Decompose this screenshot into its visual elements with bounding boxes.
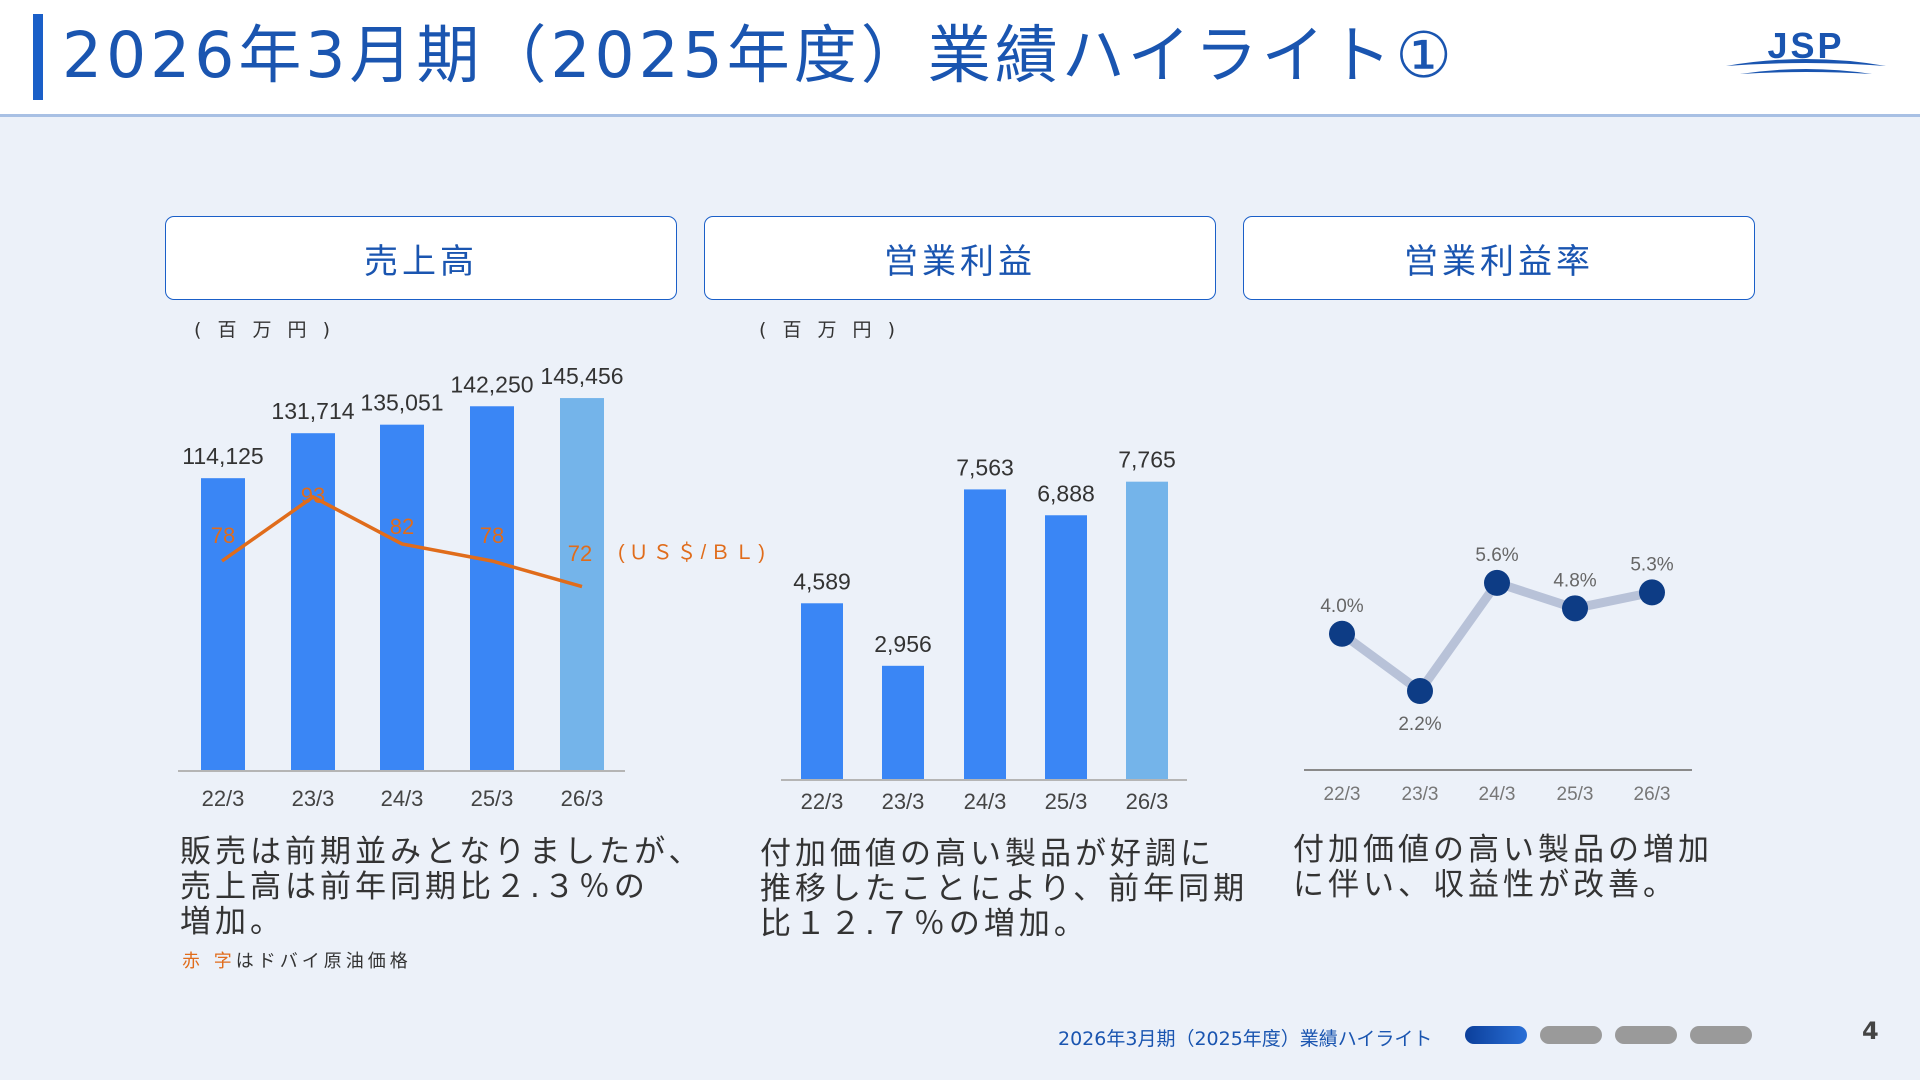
slide-progress-dot xyxy=(1540,1026,1602,1044)
profit-description-line: 比１２.７％の増加。 xyxy=(760,906,1089,942)
profit-x-tick: 24/3 xyxy=(964,789,1007,814)
profit-x-tick: 25/3 xyxy=(1045,789,1088,814)
oil-price-label: 78 xyxy=(211,523,235,548)
operating-margin-heading-box: 営業利益率 xyxy=(1243,216,1755,300)
sales-value-label: 131,714 xyxy=(271,398,354,424)
profit-bar xyxy=(1126,481,1168,779)
header-divider xyxy=(0,114,1920,117)
slide-progress-dot xyxy=(1615,1026,1677,1044)
sales-bar xyxy=(291,433,335,770)
oil-price-label: 93 xyxy=(301,483,325,508)
sales-value-label: 135,051 xyxy=(360,390,443,416)
operating-profit-heading-box: 営業利益 xyxy=(704,216,1216,300)
margin-marker xyxy=(1484,569,1510,596)
margin-line xyxy=(1339,578,1653,696)
oil-price-note: 赤 字はドバイ原油価格 xyxy=(182,947,412,973)
sales-x-tick: 26/3 xyxy=(561,786,604,811)
margin-value-label: 4.0% xyxy=(1320,596,1363,617)
margin-description-line: 付加価値の高い製品の増加 xyxy=(1293,832,1713,868)
sales-value-label: 114,125 xyxy=(182,443,263,469)
note-text: はドバイ原油価格 xyxy=(235,951,412,972)
margin-x-tick: 24/3 xyxy=(1479,784,1516,805)
sales-x-tick: 23/3 xyxy=(292,786,335,811)
jsp-logo: JSP xyxy=(1726,25,1886,74)
margin-x-tick: 25/3 xyxy=(1557,784,1594,805)
page-title: 2026年3月期（2025年度）業績ハイライト① xyxy=(62,19,1456,92)
margin-marker xyxy=(1407,678,1433,704)
profit-description: 付加価値の高い製品が好調に 推移したことにより、前年同期 比１２.７％の増加。 xyxy=(760,837,1248,942)
sales-description-line: 売上高は前年同期比２.３％の xyxy=(180,869,649,905)
margin-marker xyxy=(1639,579,1665,606)
margin-value-label: 5.3% xyxy=(1630,554,1673,575)
margin-x-tick: 26/3 xyxy=(1634,784,1671,805)
footer-title: 2026年3月期（2025年度）業績ハイライト xyxy=(1058,1028,1433,1050)
sales-description-line: 販売は前期並みとなりましたが、 xyxy=(180,834,704,870)
sales-bar xyxy=(201,478,245,770)
margin-description-line: に伴い、収益性が改善。 xyxy=(1293,867,1678,903)
title-accent-bar xyxy=(33,14,43,100)
sales-x-tick: 25/3 xyxy=(471,786,514,811)
sales-description: 販売は前期並みとなりましたが、 売上高は前年同期比２.３％の 増加。 xyxy=(180,835,703,940)
slide-progress-dot-active xyxy=(1465,1026,1527,1044)
sales-description-line: 増加。 xyxy=(180,904,285,940)
profit-x-tick: 22/3 xyxy=(801,789,844,814)
header: 2026年3月期（2025年度）業績ハイライト① JSP xyxy=(0,0,1920,117)
sales-bar xyxy=(380,424,424,770)
profit-value-label: 6,888 xyxy=(1037,480,1095,506)
margin-description: 付加価値の高い製品の増加 に伴い、収益性が改善。 xyxy=(1293,833,1713,903)
margin-x-tick: 22/3 xyxy=(1324,784,1361,805)
note-red-label: 赤 字 xyxy=(182,951,236,972)
oil-price-unit-label: (ＵＳ＄/ＢＬ) xyxy=(618,541,769,564)
oil-price-label: 82 xyxy=(390,514,414,539)
sales-x-tick: 22/3 xyxy=(202,786,245,811)
profit-x-tick: 26/3 xyxy=(1126,789,1169,814)
sales-x-tick: 24/3 xyxy=(381,786,424,811)
margin-x-tick: 23/3 xyxy=(1402,784,1439,805)
sales-heading-box: 売上高 xyxy=(165,216,677,300)
profit-value-label: 4,589 xyxy=(793,568,851,594)
profit-x-tick: 23/3 xyxy=(882,789,925,814)
margin-value-label: 5.6% xyxy=(1475,545,1518,566)
profit-description-line: 推移したことにより、前年同期 xyxy=(760,871,1249,907)
sales-bar xyxy=(470,406,514,770)
operating-margin-heading: 営業利益率 xyxy=(1404,241,1594,282)
profit-bar xyxy=(964,489,1006,779)
profit-value-label: 7,765 xyxy=(1118,447,1176,473)
margin-marker xyxy=(1562,595,1588,622)
slide-progress-dot xyxy=(1690,1026,1752,1044)
profit-value-label: 2,956 xyxy=(874,631,932,657)
sales-value-label: 145,456 xyxy=(540,363,623,389)
sales-heading: 売上高 xyxy=(364,241,478,282)
margin-marker xyxy=(1329,620,1355,647)
profit-bar xyxy=(882,665,924,779)
oil-price-line xyxy=(220,494,583,589)
profit-bar xyxy=(801,603,843,779)
profit-unit-label: ( 百 万 円 ) xyxy=(759,319,900,341)
margin-value-label: 4.8% xyxy=(1553,570,1596,591)
profit-value-label: 7,563 xyxy=(956,454,1014,480)
sales-value-label: 142,250 xyxy=(450,371,533,397)
oil-price-label: 72 xyxy=(568,541,592,566)
profit-bar xyxy=(1045,515,1087,779)
operating-profit-heading: 営業利益 xyxy=(884,241,1036,282)
sales-unit-label: ( 百 万 円 ) xyxy=(194,319,335,341)
margin-value-label: 2.2% xyxy=(1398,714,1441,735)
page-number: 4 xyxy=(1862,1017,1879,1045)
oil-price-label: 78 xyxy=(480,523,504,548)
profit-description-line: 付加価値の高い製品が好調に xyxy=(760,836,1215,872)
